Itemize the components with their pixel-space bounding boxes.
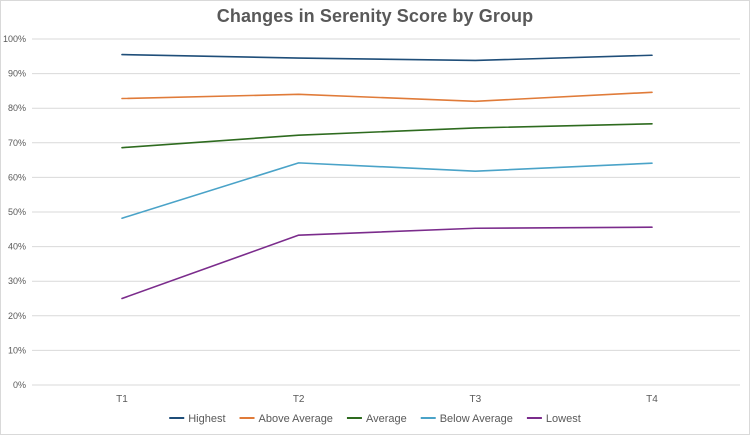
series-line-above-average [121,91,653,103]
y-tick-label: 30% [8,276,26,286]
y-tick-label: 90% [8,69,26,79]
y-tick-label: 0% [13,380,26,390]
legend: Highest Above Average Average Below Average… [169,413,581,425]
series-line-highest [121,53,653,62]
legend-label: Average [366,413,407,425]
legend-label: Above Average [259,413,333,425]
y-tick-label: 10% [8,345,26,355]
y-tick-label: 100% [3,34,26,44]
y-tick-label: 80% [8,103,26,113]
y-tick-label: 50% [8,207,26,217]
gridlines [32,38,740,386]
x-tick-label: T2 [293,394,305,405]
x-tick-label: T3 [469,394,481,405]
legend-label: Lowest [546,413,581,425]
y-tick-label: 70% [8,138,26,148]
series-line-average [121,122,653,149]
series-line-below-average [121,162,653,220]
x-axis-ticks: T1 T2 T3 T4 [116,394,658,405]
x-tick-label: T4 [646,394,658,405]
chart-title: Changes in Serenity Score by Group [216,6,534,26]
legend-label: Highest [188,413,225,425]
y-axis-ticks: 0% 10% 20% 30% 40% 50% 60% 70% 80% 90% 100% [3,34,26,390]
series-lines [121,53,653,300]
y-tick-label: 20% [8,311,26,321]
legend-label: Below Average [440,413,513,425]
series-line-lowest [121,226,653,300]
x-tick-label: T1 [116,394,128,405]
y-tick-label: 40% [8,242,26,252]
y-tick-label: 60% [8,172,26,182]
